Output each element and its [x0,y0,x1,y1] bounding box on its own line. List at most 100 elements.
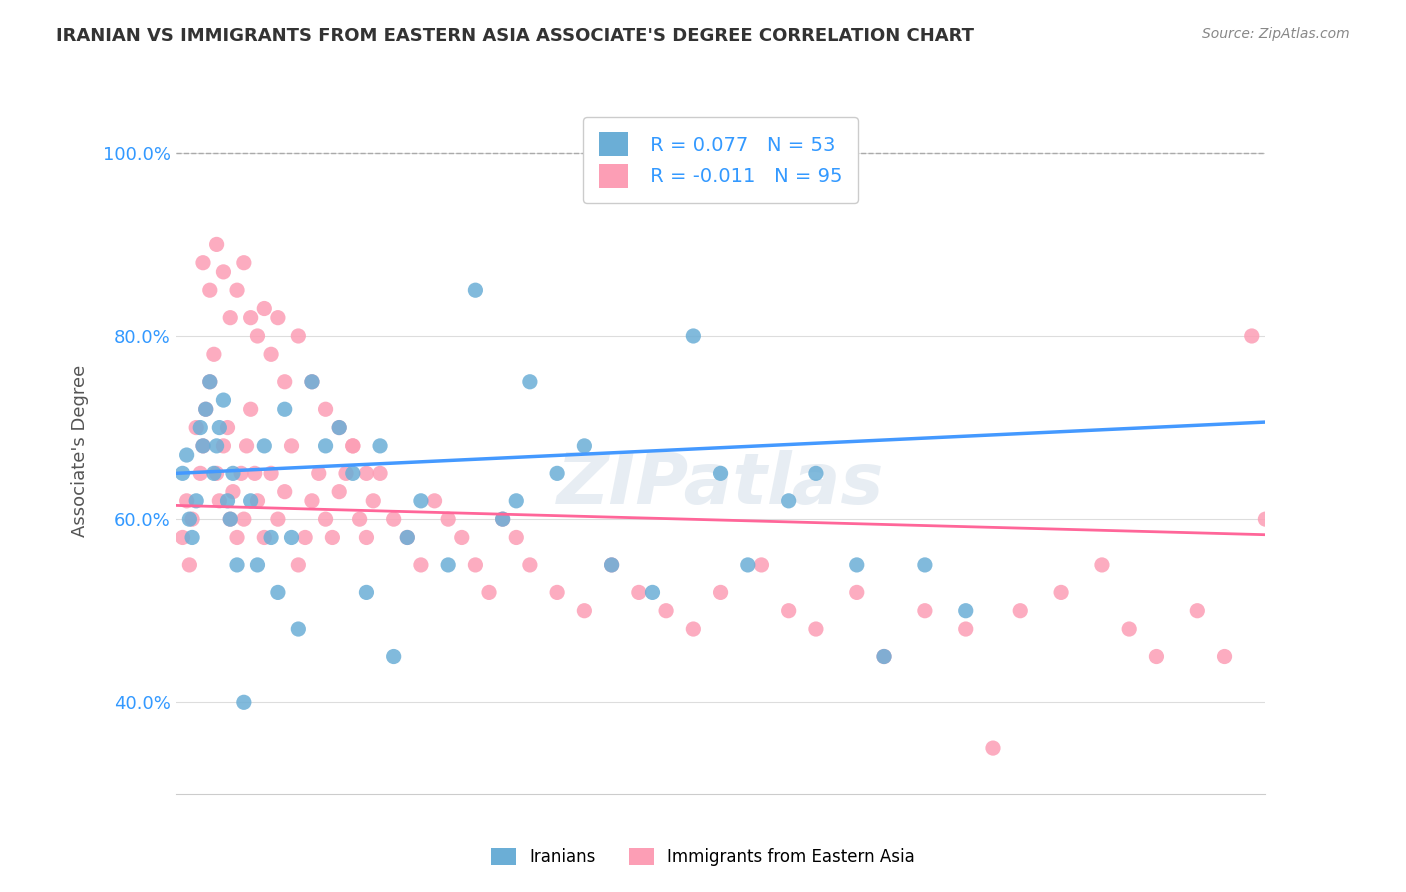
Point [1213,649,1236,664]
Point [301,493,323,508]
Point [328,420,350,434]
Point [194,402,217,417]
Point [253,301,276,316]
Point [260,347,283,361]
Legend: Iranians, Immigrants from Eastern Asia: Iranians, Immigrants from Eastern Asia [482,840,924,875]
Point [253,531,276,545]
Point [186,420,208,434]
Point [226,558,249,572]
Point [274,484,297,499]
Point [382,649,405,664]
Point [546,467,568,481]
Point [627,585,650,599]
Point [396,531,419,545]
Point [239,310,262,325]
Point [804,622,827,636]
Point [287,329,309,343]
Point [260,531,283,545]
Point [260,467,283,481]
Point [246,329,269,343]
Point [179,512,201,526]
Point [423,493,446,508]
Point [1240,329,1263,343]
Point [1146,649,1168,664]
Point [356,585,378,599]
Legend:  R = 0.077   N = 53,  R = -0.011   N = 95: R = 0.077 N = 53, R = -0.011 N = 95 [583,117,858,203]
Point [226,531,249,545]
Point [232,512,254,526]
Point [778,604,800,618]
Point [198,375,221,389]
Point [212,393,235,408]
Point [243,467,266,481]
Point [198,375,221,389]
Point [186,493,208,508]
Point [505,531,527,545]
Point [574,439,596,453]
Point [356,531,378,545]
Point [873,649,896,664]
Point [464,558,486,572]
Point [253,439,276,453]
Point [600,558,623,572]
Point [301,375,323,389]
Point [328,484,350,499]
Point [287,558,309,572]
Point [232,256,254,270]
Text: IRANIAN VS IMMIGRANTS FROM EASTERN ASIA ASSOCIATE'S DEGREE CORRELATION CHART: IRANIAN VS IMMIGRANTS FROM EASTERN ASIA … [56,27,974,45]
Point [202,467,225,481]
Point [246,493,269,508]
Point [641,585,664,599]
Point [368,467,391,481]
Point [804,467,827,481]
Point [845,585,868,599]
Text: ZIPatlas: ZIPatlas [557,450,884,519]
Point [219,512,242,526]
Point [208,493,231,508]
Text: Source: ZipAtlas.com: Source: ZipAtlas.com [1202,27,1350,41]
Point [205,439,228,453]
Point [294,531,316,545]
Point [574,604,596,618]
Point [600,558,623,572]
Point [505,493,527,508]
Point [519,375,541,389]
Point [191,439,214,453]
Point [235,439,257,453]
Point [219,512,242,526]
Point [222,484,245,499]
Point [212,439,235,453]
Point [450,531,472,545]
Point [246,558,269,572]
Point [368,439,391,453]
Point [873,649,896,664]
Point [349,512,371,526]
Point [1254,512,1277,526]
Point [172,531,194,545]
Point [172,467,194,481]
Point [710,467,733,481]
Point [981,741,1004,756]
Point [492,512,515,526]
Point [208,420,231,434]
Point [382,512,405,526]
Point [1187,604,1209,618]
Point [226,283,249,297]
Point [914,558,936,572]
Point [176,493,198,508]
Point [682,329,704,343]
Point [710,585,733,599]
Point [519,558,541,572]
Point [212,265,235,279]
Point [287,622,309,636]
Point [409,558,432,572]
Point [232,695,254,709]
Point [217,493,239,508]
Point [274,375,297,389]
Point [301,375,323,389]
Point [315,439,337,453]
Point [274,402,297,417]
Point [205,467,228,481]
Point [222,467,245,481]
Point [437,558,460,572]
